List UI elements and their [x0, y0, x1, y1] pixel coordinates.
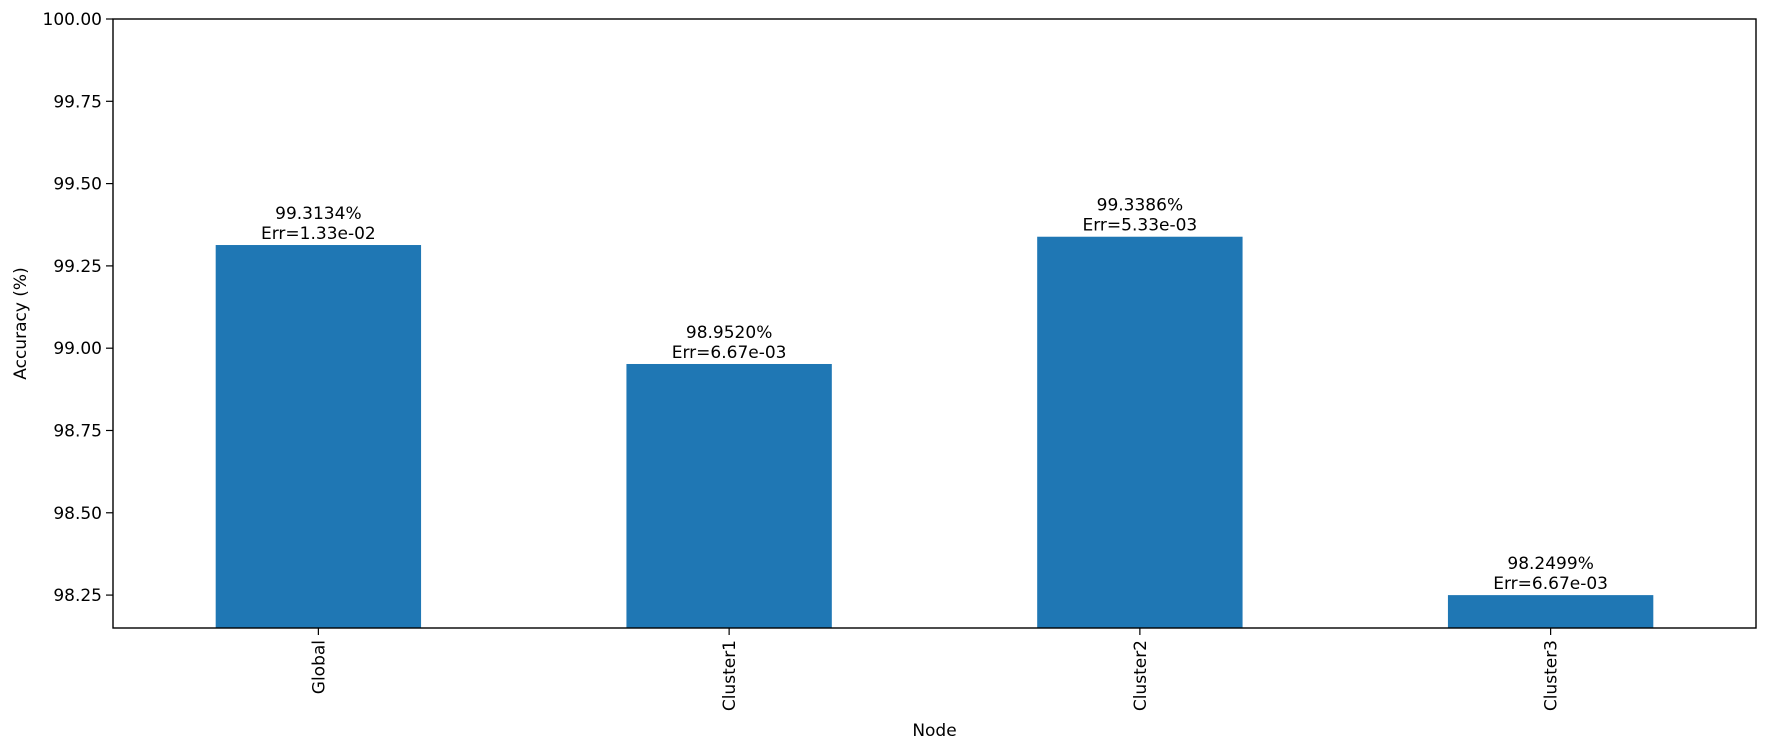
x-tick-label-cluster2: Cluster2	[1131, 640, 1151, 711]
x-axis-label: Node	[912, 721, 956, 741]
bar-value-label: 98.9520%	[686, 323, 772, 343]
bar-cluster1	[626, 363, 832, 628]
y-tick-label: 98.50	[53, 504, 102, 524]
x-axis: Global Cluster1 Cluster2 Cluster3	[309, 628, 1562, 711]
bar-global	[215, 245, 422, 628]
bar-error-label: Err=5.33e-03	[1083, 216, 1198, 236]
bar-cluster2	[1037, 236, 1243, 629]
x-tick-label-global: Global	[309, 640, 329, 694]
bar-error-label: Err=1.33e-02	[261, 224, 376, 244]
y-tick-label: 100.00	[43, 10, 102, 30]
x-tick-label-cluster1: Cluster1	[720, 640, 740, 711]
y-axis-label: Accuracy (%)	[11, 267, 31, 379]
x-tick-label-cluster3: Cluster3	[1542, 640, 1562, 711]
bar-value-label: 99.3386%	[1097, 196, 1183, 216]
y-tick-label: 99.75	[53, 92, 102, 112]
y-tick-label: 98.75	[53, 421, 102, 441]
y-tick-label: 99.50	[53, 175, 102, 195]
bar-labels-group: 99.3134%Err=1.33e-0298.9520%Err=6.67e-03…	[261, 196, 1608, 594]
bar-value-label: 98.2499%	[1507, 554, 1593, 574]
y-tick-label: 99.25	[53, 257, 102, 277]
bar-cluster3	[1447, 595, 1654, 628]
y-axis: 98.25 98.50 98.75 99.00 99.25 99.50 99.75 100.0…	[43, 10, 113, 606]
plot-frame	[112, 18, 1757, 629]
y-tick-label: 98.25	[53, 586, 102, 606]
bars-group	[215, 236, 1654, 629]
bar-value-label: 99.3134%	[275, 204, 361, 224]
bar-error-label: Err=6.67e-03	[1493, 574, 1608, 594]
y-tick-label: 99.00	[53, 339, 102, 359]
bar-error-label: Err=6.67e-03	[672, 343, 787, 363]
